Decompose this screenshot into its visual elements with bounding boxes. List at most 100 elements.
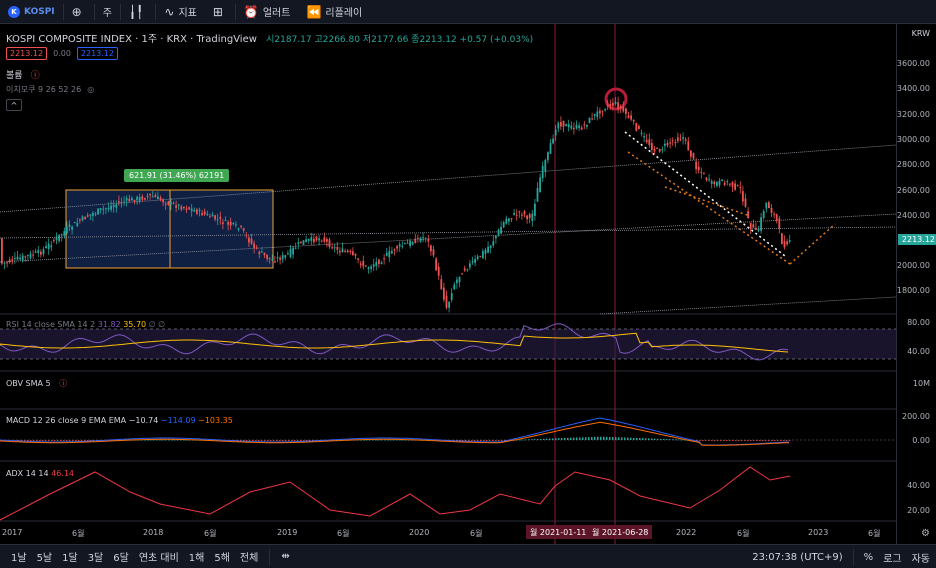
rewind-icon: ⏪ (306, 4, 322, 19)
interval-button[interactable]: 주 (102, 8, 112, 19)
macd-histogram-bar (276, 440, 278, 441)
macd-histogram-bar (69, 440, 71, 441)
macd-histogram-bar (39, 440, 41, 441)
candle-body (492, 241, 495, 246)
candle-body (50, 245, 53, 248)
candle-body (19, 257, 21, 260)
macd-histogram-bar (723, 440, 725, 441)
candle-body (58, 234, 60, 241)
candle-body (469, 263, 471, 268)
candle-body (588, 117, 591, 123)
legend-ohlc: 시2187.17 고2266.80 저2177.66 종2213.12 +0.5… (266, 35, 534, 45)
price-tick: 3200.00 (896, 110, 930, 119)
macd-histogram-bar (159, 439, 161, 441)
candle-body (770, 207, 773, 213)
candle-body (206, 214, 209, 216)
macd-histogram-bar (273, 440, 275, 441)
candle-body (580, 127, 583, 130)
obv-error-icon[interactable]: ⓘ (59, 379, 68, 388)
range-1y-button[interactable]: 1해 (188, 553, 205, 564)
macd-histogram-bar (747, 440, 749, 441)
candle-body (250, 238, 253, 244)
chart-type-button[interactable]: ╽╿ (121, 0, 155, 24)
candle-body (622, 106, 625, 112)
candle-body (612, 102, 614, 106)
range-all-button[interactable]: 전체 (239, 553, 259, 564)
candle-body (232, 223, 235, 225)
candle-body (211, 214, 214, 217)
settings-gear-icon[interactable]: ⚙ (921, 528, 930, 539)
candle-body (697, 166, 700, 171)
macd-histogram-bar (771, 440, 773, 441)
candle-body (359, 263, 362, 266)
time-tick: 2020 (409, 528, 430, 537)
range-5d-button[interactable]: 5날 (36, 553, 53, 564)
auto-button[interactable]: 자동 (911, 553, 930, 565)
error-icon[interactable]: ⓘ (30, 71, 40, 81)
candle-body (76, 222, 79, 227)
replay-button[interactable]: ⏪ 리플레이 (298, 0, 370, 24)
candle-body (79, 219, 81, 221)
trend-line (599, 296, 896, 315)
candle-body (328, 239, 331, 248)
candle-body (671, 140, 674, 142)
macd-histogram-bar (645, 438, 647, 440)
macd-histogram-bar (762, 440, 764, 441)
candle-body (560, 122, 562, 127)
candle-body (188, 207, 190, 210)
candle-body (773, 213, 775, 215)
date-range-icon[interactable]: ⇹ (281, 551, 290, 562)
chart-canvas[interactable] (0, 24, 896, 544)
time-tick: 6월 (737, 529, 750, 538)
range-ytd-button[interactable]: 연초 대비 (138, 553, 179, 564)
macd-tick: 0.00 (912, 436, 930, 445)
currency-label[interactable]: KRW (911, 29, 930, 38)
eye-hidden-icon[interactable]: ◎ (87, 85, 95, 94)
candle-body (190, 208, 193, 212)
compare-add-button[interactable]: ⊕ (64, 0, 94, 24)
collapse-legend-button[interactable]: ^ (6, 99, 22, 111)
log-button[interactable]: 로그 (883, 553, 902, 565)
range-1m-button[interactable]: 1달 (62, 553, 78, 564)
rsi-value: 31.82 (97, 320, 121, 329)
clock[interactable]: 23:07:38 (UTC+9) (752, 551, 843, 563)
range-3m-button[interactable]: 3달 (87, 553, 104, 564)
templates-button[interactable]: ⊞ (205, 0, 235, 24)
range-1d-button[interactable]: 1날 (11, 553, 27, 564)
macd-histogram-bar (729, 440, 731, 441)
time-tick: 2019 (277, 528, 298, 537)
macd-histogram-bar (702, 440, 704, 441)
candle-body (42, 249, 45, 255)
candle-body (682, 137, 684, 139)
candle-body (417, 237, 419, 239)
candle-body (424, 237, 427, 239)
candle-body (8, 259, 11, 263)
macd-histogram-bar (84, 440, 86, 441)
sell-button[interactable]: 2213.12 (6, 47, 48, 60)
range-6m-button[interactable]: 6달 (113, 553, 129, 564)
percent-button[interactable]: % (863, 551, 874, 563)
macd-histogram-bar (174, 439, 176, 441)
alerts-button[interactable]: ⏰ 얼러트 (236, 0, 299, 24)
candle-body (164, 203, 167, 205)
time-tick: 2023 (808, 528, 829, 537)
candle-body (705, 177, 708, 180)
indicators-button[interactable]: ∿ 지표 (156, 0, 204, 24)
symbol-search-button[interactable]: K KOSPI (0, 5, 63, 18)
candle-body (53, 239, 55, 241)
macd-histogram-bar (36, 440, 38, 441)
candle-body (760, 217, 762, 231)
macd-histogram-bar (636, 437, 638, 440)
candle-body (21, 255, 24, 262)
candle-body (573, 128, 575, 130)
macd-histogram-bar (465, 440, 467, 441)
macd-histogram-bar (714, 440, 716, 441)
price-axis[interactable]: KRW 3600.00 3400.00 3200.00 3000.00 2800… (896, 24, 936, 544)
time-tick: 2022 (676, 528, 697, 537)
candle-body (775, 214, 778, 221)
candle-body (484, 249, 487, 254)
range-5y-button[interactable]: 5해 (214, 553, 230, 564)
buy-button[interactable]: 2213.12 (76, 47, 118, 60)
candle-body (578, 125, 580, 128)
plus-circle-icon: ⊕ (71, 4, 82, 19)
